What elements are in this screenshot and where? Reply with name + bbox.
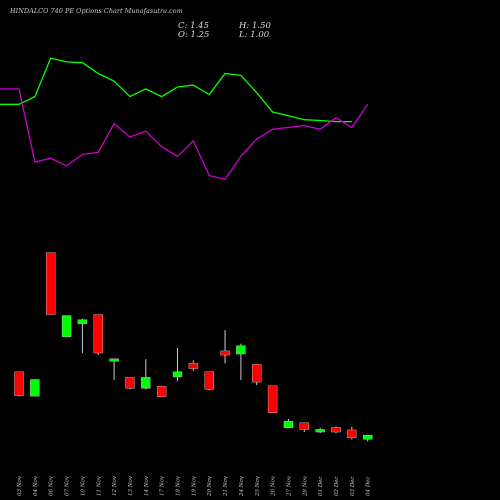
- candle-body: [125, 377, 135, 389]
- candle: [93, 314, 103, 356]
- chart-title: HINDALCO 740 PE Options Chart Munafasutr…: [10, 7, 183, 15]
- candle-body: [141, 377, 151, 389]
- x-axis-label: 21 Nov: [223, 475, 229, 497]
- x-axis-label: 13 Nov: [128, 475, 134, 496]
- x-axis-label: 17 Nov: [160, 475, 166, 496]
- open-value: O: 1.25: [178, 30, 210, 40]
- x-axis-label: 27 Nov: [286, 475, 292, 497]
- candle: [299, 422, 309, 433]
- candle-body: [347, 429, 357, 438]
- x-axis-label: 19 Nov: [191, 475, 197, 496]
- candle: [252, 364, 262, 386]
- x-axis-label: 12 Nov: [112, 475, 118, 496]
- candle: [77, 318, 88, 353]
- candle-body: [220, 350, 230, 356]
- candle-body: [46, 252, 56, 315]
- candle: [363, 434, 373, 442]
- candle: [331, 426, 341, 434]
- candle-body: [299, 422, 309, 430]
- candle-body: [109, 358, 119, 362]
- x-axis-label: 25 Nov: [255, 475, 261, 497]
- green-indicator-line: [0, 57, 352, 123]
- x-axis-label: 07 Nov: [65, 475, 71, 496]
- candle-body: [315, 429, 325, 433]
- candle-body: [156, 386, 167, 397]
- candle-body: [331, 427, 341, 433]
- candle: [46, 252, 56, 315]
- candle-body: [188, 363, 199, 369]
- candle-body: [236, 345, 246, 355]
- close-value: C: 1.45: [178, 21, 209, 31]
- candle-body: [61, 315, 72, 338]
- x-axis-labels: 03 Nov 04 Nov 06 Nov 07 Nov 10 Nov 11 Nov 12 N…: [17, 475, 372, 497]
- x-axis-label: 28 Nov: [302, 475, 308, 497]
- high-value: H: 1.50: [239, 21, 271, 31]
- candle-body: [283, 420, 294, 429]
- candle-body: [363, 434, 373, 440]
- candle-body: [204, 371, 214, 390]
- candle-body: [252, 364, 262, 383]
- candle-body: [30, 379, 40, 397]
- indicator-lines: [0, 57, 369, 181]
- candle-body: [77, 319, 88, 325]
- candle-body: [172, 371, 183, 378]
- candle: [14, 371, 24, 397]
- candle: [30, 379, 40, 397]
- x-axis-label: 20 Nov: [207, 475, 213, 497]
- x-axis-label: 01 Dec: [318, 477, 324, 497]
- candle: [347, 426, 357, 440]
- candle: [125, 377, 135, 390]
- x-axis-label: 03 Dec: [350, 477, 356, 497]
- x-axis-label: 06 Nov: [49, 475, 55, 496]
- x-axis-label: 26 Nov: [271, 475, 277, 497]
- x-axis-label: 14 Nov: [144, 475, 150, 496]
- x-axis-label: 11 Nov: [96, 475, 102, 496]
- x-axis-label: 04 Dec: [366, 477, 372, 497]
- candle: [204, 371, 214, 391]
- low-value: L: 1.00: [239, 30, 270, 40]
- candle: [283, 419, 294, 429]
- candle: [156, 385, 167, 397]
- candle: [220, 330, 230, 364]
- x-axis-label: 03 Nov: [17, 475, 23, 496]
- candle: [141, 359, 151, 390]
- x-axis-label: 18 Nov: [176, 475, 182, 496]
- candle: [267, 385, 278, 414]
- x-axis-label: 10 Nov: [80, 475, 86, 496]
- candle: [315, 427, 325, 434]
- candle: [188, 360, 199, 371]
- candle: [236, 343, 246, 381]
- x-axis-label: 02 Dec: [334, 477, 340, 497]
- x-axis-label: 04 Nov: [33, 475, 39, 496]
- candle: [61, 315, 72, 338]
- candle: [172, 347, 183, 382]
- candle-body: [267, 385, 278, 414]
- magenta-indicator-line: [0, 88, 369, 181]
- candle-body: [14, 371, 24, 396]
- candle-body: [93, 314, 103, 354]
- candle: [109, 358, 119, 381]
- candles: [14, 252, 373, 442]
- x-axis-label: 24 Nov: [239, 475, 245, 497]
